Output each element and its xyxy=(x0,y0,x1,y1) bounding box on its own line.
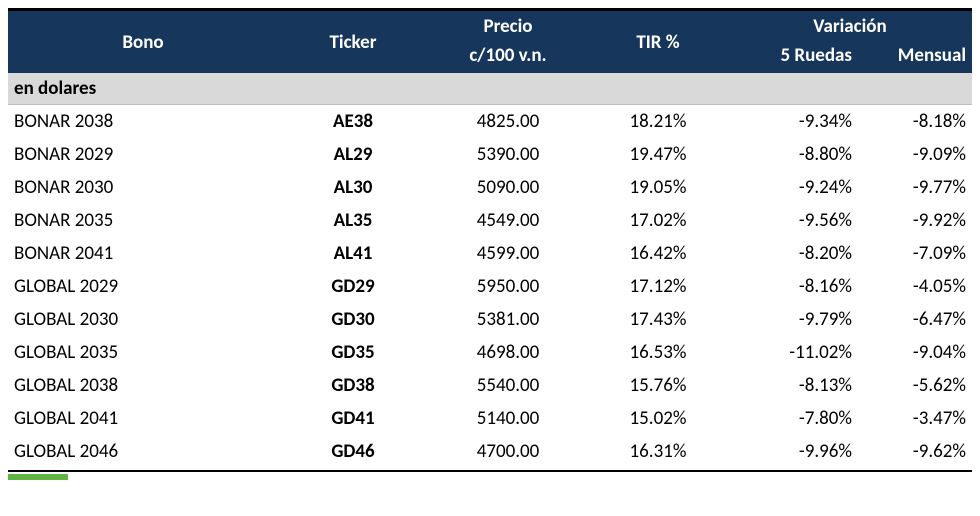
cell-tir: 19.47% xyxy=(588,138,728,171)
table-row: GLOBAL 2038GD385540.0015.76%-8.13%-5.62% xyxy=(8,369,972,402)
cell-precio: 5381.00 xyxy=(428,303,588,336)
table-row: GLOBAL 2029GD295950.0017.12%-8.16%-4.05% xyxy=(8,270,972,303)
cell-tir: 17.12% xyxy=(588,270,728,303)
cell-mes: -9.62% xyxy=(858,435,972,468)
cell-bono: BONAR 2030 xyxy=(8,171,278,204)
cell-precio: 5540.00 xyxy=(428,369,588,402)
col-header-mensual: Mensual xyxy=(858,42,972,73)
cell-r5: -8.20% xyxy=(728,237,858,270)
cell-bono: BONAR 2029 xyxy=(8,138,278,171)
cell-mes: -8.18% xyxy=(858,105,972,139)
col-header-precio-l1: Precio xyxy=(428,10,588,43)
cell-mes: -6.47% xyxy=(858,303,972,336)
cell-mes: -9.92% xyxy=(858,204,972,237)
cell-bono: GLOBAL 2035 xyxy=(8,336,278,369)
cell-bono: GLOBAL 2029 xyxy=(8,270,278,303)
cell-mes: -4.05% xyxy=(858,270,972,303)
cell-bono: GLOBAL 2041 xyxy=(8,402,278,435)
cell-tir: 15.76% xyxy=(588,369,728,402)
cell-r5: -9.24% xyxy=(728,171,858,204)
cell-ticker: AL41 xyxy=(278,237,428,270)
cell-precio: 5950.00 xyxy=(428,270,588,303)
cell-r5: -9.79% xyxy=(728,303,858,336)
cell-bono: GLOBAL 2030 xyxy=(8,303,278,336)
cell-precio: 5090.00 xyxy=(428,171,588,204)
table-row: GLOBAL 2035GD354698.0016.53%-11.02%-9.04… xyxy=(8,336,972,369)
table-row: BONAR 2038AE384825.0018.21%-9.34%-8.18% xyxy=(8,105,972,139)
cell-tir: 16.53% xyxy=(588,336,728,369)
cell-ticker: AL35 xyxy=(278,204,428,237)
table-row: BONAR 2041AL414599.0016.42%-8.20%-7.09% xyxy=(8,237,972,270)
table-row: GLOBAL 2041GD415140.0015.02%-7.80%-3.47% xyxy=(8,402,972,435)
cell-ticker: GD41 xyxy=(278,402,428,435)
cell-precio: 4599.00 xyxy=(428,237,588,270)
cell-mes: -9.09% xyxy=(858,138,972,171)
cell-tir: 16.42% xyxy=(588,237,728,270)
table-row: BONAR 2029AL295390.0019.47%-8.80%-9.09% xyxy=(8,138,972,171)
cell-mes: -9.04% xyxy=(858,336,972,369)
cell-mes: -5.62% xyxy=(858,369,972,402)
cell-ticker: GD46 xyxy=(278,435,428,468)
cell-tir: 15.02% xyxy=(588,402,728,435)
col-header-5ruedas: 5 Ruedas xyxy=(728,42,858,73)
cell-precio: 4698.00 xyxy=(428,336,588,369)
cell-ticker: GD38 xyxy=(278,369,428,402)
cell-precio: 4825.00 xyxy=(428,105,588,139)
col-header-tir: TIR % xyxy=(588,10,728,74)
sheet-tab-indicator xyxy=(8,474,68,480)
table-row: GLOBAL 2046GD464700.0016.31%-9.96%-9.62% xyxy=(8,435,972,468)
bonds-table: Bono Ticker Precio TIR % Variación c/100… xyxy=(8,8,972,468)
col-header-ticker: Ticker xyxy=(278,10,428,74)
cell-bono: BONAR 2038 xyxy=(8,105,278,139)
cell-bono: GLOBAL 2046 xyxy=(8,435,278,468)
cell-precio: 4700.00 xyxy=(428,435,588,468)
table-row: GLOBAL 2030GD305381.0017.43%-9.79%-6.47% xyxy=(8,303,972,336)
cell-ticker: GD35 xyxy=(278,336,428,369)
table-bottom-border xyxy=(8,470,972,472)
col-header-bono: Bono xyxy=(8,10,278,74)
table-row: BONAR 2030AL305090.0019.05%-9.24%-9.77% xyxy=(8,171,972,204)
cell-ticker: AE38 xyxy=(278,105,428,139)
cell-precio: 4549.00 xyxy=(428,204,588,237)
cell-tir: 18.21% xyxy=(588,105,728,139)
cell-ticker: GD30 xyxy=(278,303,428,336)
cell-tir: 19.05% xyxy=(588,171,728,204)
cell-ticker: AL30 xyxy=(278,171,428,204)
col-header-precio-l2: c/100 v.n. xyxy=(428,42,588,73)
cell-r5: -11.02% xyxy=(728,336,858,369)
cell-ticker: AL29 xyxy=(278,138,428,171)
col-header-variacion: Variación xyxy=(728,10,972,43)
cell-r5: -8.16% xyxy=(728,270,858,303)
cell-r5: -7.80% xyxy=(728,402,858,435)
cell-bono: BONAR 2041 xyxy=(8,237,278,270)
cell-bono: GLOBAL 2038 xyxy=(8,369,278,402)
bonds-tbody: en dolares BONAR 2038AE384825.0018.21%-9… xyxy=(8,73,972,468)
cell-r5: -9.56% xyxy=(728,204,858,237)
cell-r5: -9.34% xyxy=(728,105,858,139)
section-row: en dolares xyxy=(8,73,972,105)
cell-mes: -9.77% xyxy=(858,171,972,204)
cell-tir: 17.02% xyxy=(588,204,728,237)
cell-tir: 17.43% xyxy=(588,303,728,336)
cell-r5: -9.96% xyxy=(728,435,858,468)
table-row: BONAR 2035AL354549.0017.02%-9.56%-9.92% xyxy=(8,204,972,237)
cell-precio: 5390.00 xyxy=(428,138,588,171)
section-label: en dolares xyxy=(8,73,972,105)
cell-mes: -3.47% xyxy=(858,402,972,435)
cell-mes: -7.09% xyxy=(858,237,972,270)
cell-r5: -8.13% xyxy=(728,369,858,402)
cell-r5: -8.80% xyxy=(728,138,858,171)
cell-ticker: GD29 xyxy=(278,270,428,303)
cell-precio: 5140.00 xyxy=(428,402,588,435)
cell-tir: 16.31% xyxy=(588,435,728,468)
cell-bono: BONAR 2035 xyxy=(8,204,278,237)
